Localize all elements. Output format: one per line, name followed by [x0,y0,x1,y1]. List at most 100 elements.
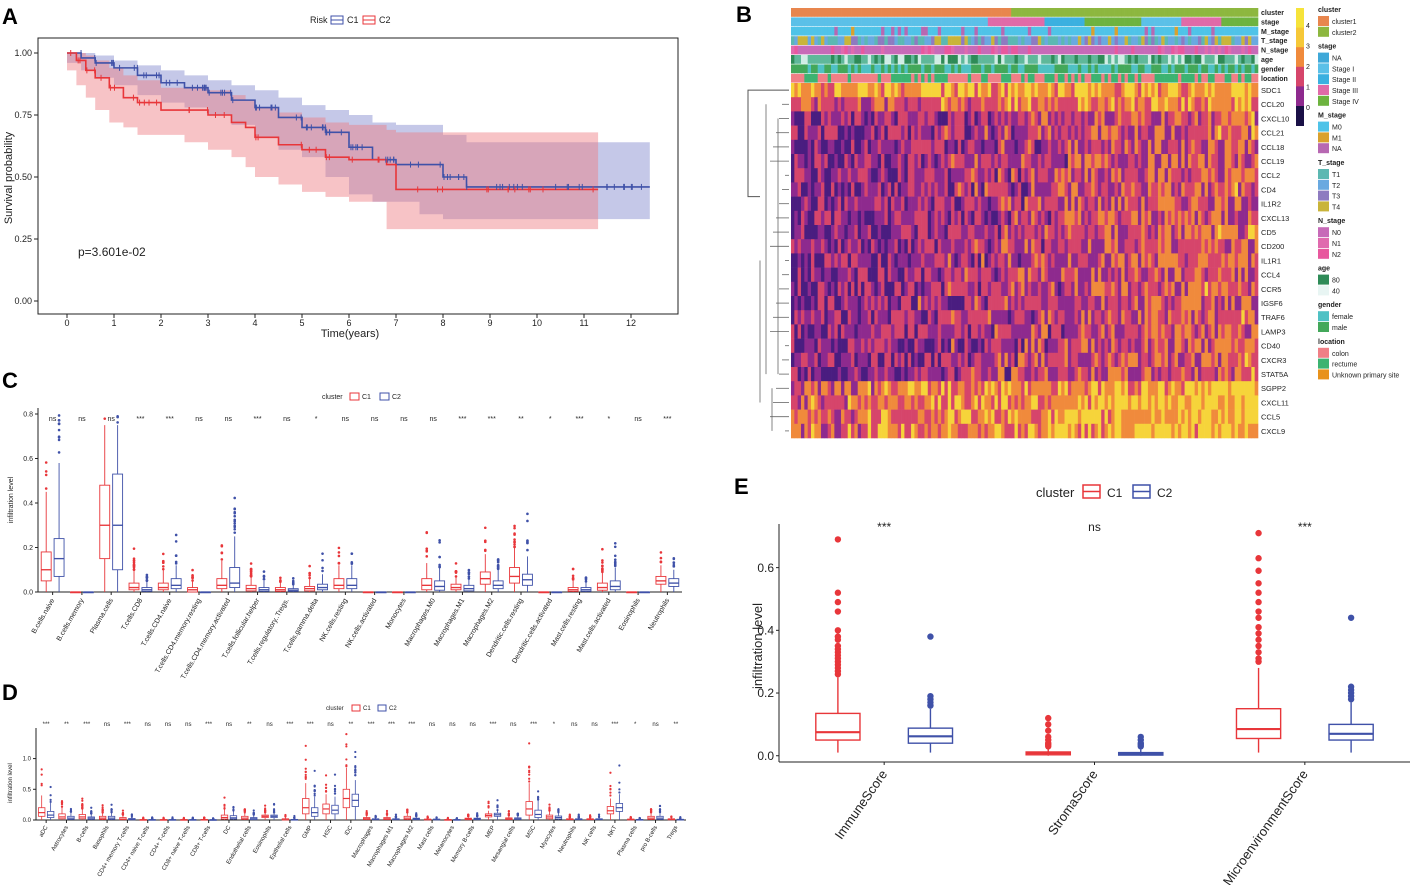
heatmap-annotation-cell [1231,64,1235,74]
heatmap-cell [1144,182,1149,197]
heatmap-cell [1221,139,1225,155]
heatmap-annotation-cell [1054,17,1059,27]
panel-a-ytick-label: 0.00 [14,296,32,306]
heatmap-cell [861,409,865,425]
heatmap-cell [874,97,879,112]
heatmap-cell [887,281,892,297]
heatmap-annotation-cell [941,8,945,17]
heatmap-cell [927,182,932,197]
heatmap-annotation-cell [837,8,842,17]
heatmap-cell [977,296,982,311]
heatmap-annotation-cell [924,17,929,27]
heatmap-cell [1221,367,1225,382]
heatmap-annotation-cell [1181,64,1185,74]
heatmap-cell [821,395,825,410]
heatmap-cell [1177,267,1182,283]
heatmap-cell [997,239,1002,254]
heatmap-annotation-cell [1071,64,1075,74]
heatmap-cell [1221,352,1225,368]
heatmap-annotation-cell [834,17,838,27]
heatmap-cell [981,381,985,396]
heatmap-annotation-cell [991,55,995,64]
heatmap-cell [1144,168,1149,183]
heatmap-cell [841,111,845,126]
heatmap-cell [1157,210,1162,226]
heatmap-cell [1074,196,1079,212]
heatmap-cell [901,139,905,155]
heatmap-cell [1224,423,1229,439]
heatmap-cell [1197,352,1202,368]
heatmap-annotation-cell [797,26,802,36]
heatmap-annotation-cell [817,55,822,64]
heatmap-cell [1054,423,1059,439]
heatmap-cell [1247,310,1252,325]
heatmap-cell [951,395,955,410]
heatmap-annotation-cell [937,73,942,83]
heatmap-cell [1154,423,1159,439]
heatmap-cell [1154,381,1159,396]
heatmap-annotation-cell [1034,26,1039,36]
heatmap-cell [921,182,925,197]
heatmap-cell [1081,338,1085,354]
heatmap-cell [934,210,939,226]
heatmap-cell [824,296,828,311]
heatmap-cell [1101,381,1105,396]
heatmap-cell [1164,381,1169,396]
heatmap-cell [1254,281,1259,297]
panel-a-xtick-label: 6 [346,318,351,328]
heatmap-legend-item: Stage I [1332,66,1354,73]
heatmap-cell [1184,381,1189,396]
heatmap-cell [1144,409,1149,425]
heatmap-annotation-cell [917,26,922,36]
heatmap-cell [931,409,935,425]
heatmap-cell [967,196,972,212]
heatmap-cell [1004,125,1009,141]
heatmap-cell [1227,139,1232,155]
heatmap-annotation-cell [1141,36,1145,45]
heatmap-annotation-cell [1061,64,1065,74]
heatmap-cell [1094,296,1099,311]
heatmap-cell [1051,239,1055,254]
heatmap-cell [907,253,912,268]
heatmap-cell [1057,381,1062,396]
heatmap-cell [1044,182,1049,197]
heatmap-cell [1057,409,1062,425]
heatmap-cell [1127,139,1132,155]
heatmap-cell [1101,210,1105,226]
heatmap-cell [1194,423,1199,439]
heatmap-cell [961,409,965,425]
heatmap-cell [834,253,838,268]
heatmap-cell [1047,111,1052,126]
heatmap-cell [1131,310,1135,325]
heatmap-cell [831,97,835,112]
heatmap-cell [1081,154,1085,169]
heatmap-cell [994,239,999,254]
heatmap-annotation-cell [1174,36,1179,45]
heatmap-annotation-cell [1161,45,1165,55]
heatmap-annotation-cell [1014,55,1019,64]
cibersort-ytick-label: 0.2 [23,545,33,552]
heatmap-cell [1191,182,1195,197]
heatmap-cell [1214,310,1219,325]
heatmap-annotation-cell [1144,73,1149,83]
heatmap-cell [947,225,952,240]
heatmap-cell [894,182,899,197]
heatmap-cell [907,225,912,240]
heatmap-annotation-cell [791,45,795,55]
heatmap-cell [977,267,982,283]
heatmap-annotation-cell [1034,64,1039,74]
heatmap-annotation-cell [994,26,999,36]
heatmap-cell [794,267,798,283]
heatmap-annotation-cell [1194,45,1199,55]
heatmap-annotation-cell [1111,55,1115,64]
heatmap-cell [1051,139,1055,155]
heatmap-annotation-cell [1051,8,1055,17]
heatmap-annotation-cell [1034,36,1039,45]
heatmap-cell [1087,281,1092,297]
heatmap-cell [881,381,885,396]
heatmap-cell [1141,125,1145,141]
heatmap-cell [907,395,912,410]
heatmap-cell [857,182,862,197]
heatmap-annotation-cell [1064,64,1069,74]
heatmap-cell [944,409,949,425]
